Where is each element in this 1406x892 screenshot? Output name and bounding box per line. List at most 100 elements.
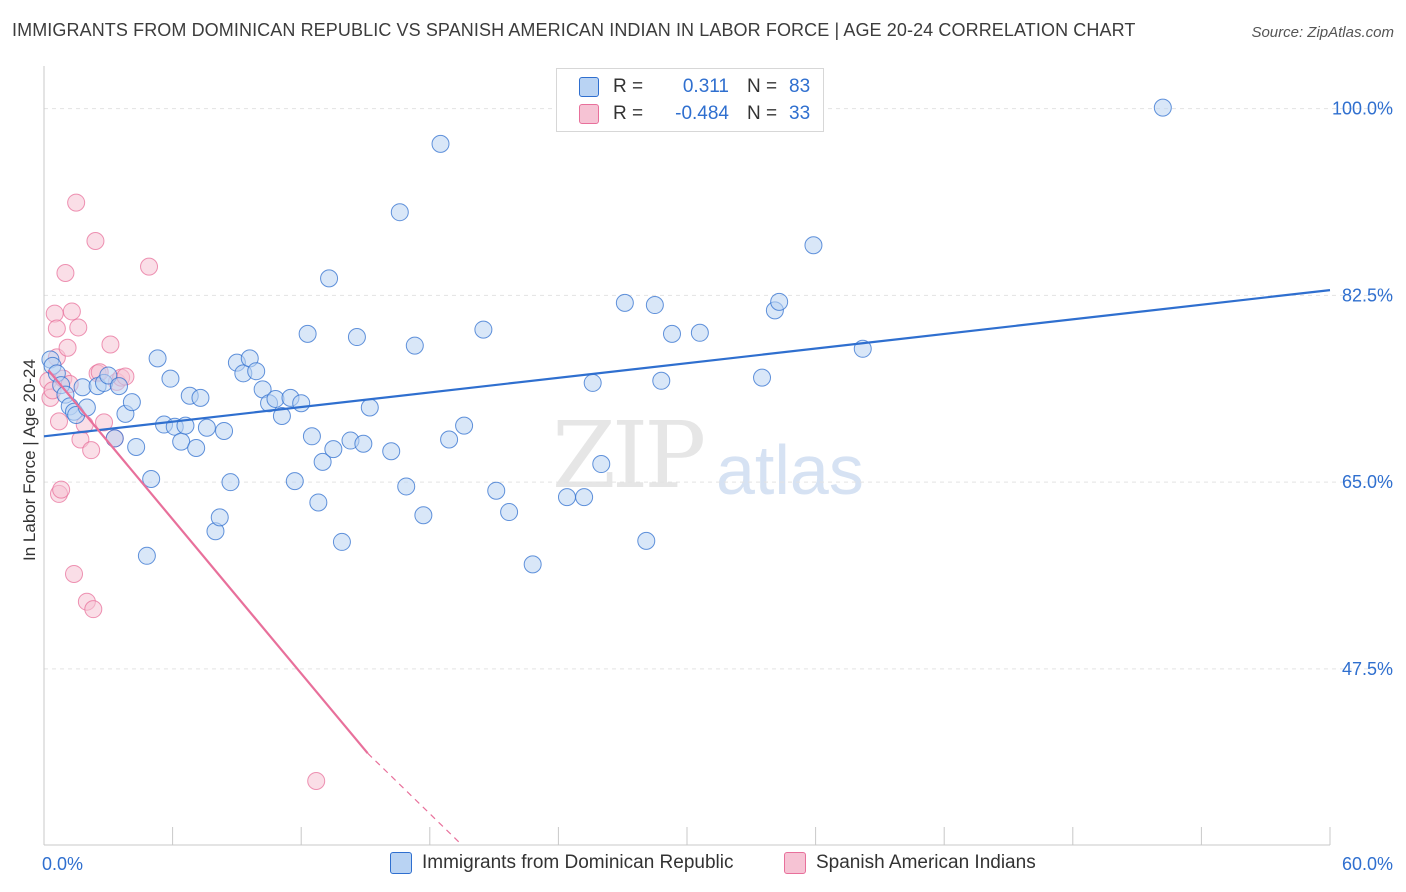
data-point <box>161 369 180 388</box>
data-point <box>95 413 114 432</box>
data-point <box>1153 98 1172 117</box>
data-point <box>414 506 433 525</box>
data-point <box>557 488 576 507</box>
chart-title: IMMIGRANTS FROM DOMINICAN REPUBLIC VS SP… <box>12 20 1136 40</box>
data-point <box>652 371 671 390</box>
data-point <box>122 393 141 412</box>
series-legend-label: Spanish American Indians <box>816 852 1036 873</box>
legend-r-label: R = <box>613 76 644 97</box>
data-point <box>47 319 66 338</box>
data-point <box>298 324 317 343</box>
data-point <box>69 318 88 337</box>
y-tick-label: 100.0% <box>1332 99 1393 119</box>
data-point <box>753 368 772 387</box>
data-point <box>191 388 210 407</box>
data-point <box>84 600 103 619</box>
data-point <box>405 336 424 355</box>
data-point <box>172 432 191 451</box>
legend-row-dominican: R = 0.311 N = 83 <box>579 74 810 100</box>
data-point <box>62 302 81 321</box>
data-point <box>50 412 69 431</box>
data-point <box>354 434 373 453</box>
grid-lines <box>44 108 1394 670</box>
trend-line-dominican <box>43 289 1331 438</box>
data-point <box>56 264 75 283</box>
data-point <box>272 407 291 426</box>
data-point <box>804 236 823 255</box>
x-tick-label: 0.0% <box>42 854 83 874</box>
series-spanish-american-indians-points <box>39 193 326 790</box>
data-point <box>292 394 311 413</box>
data-point <box>215 421 234 440</box>
trend-line-spanish-american-extension <box>367 752 463 846</box>
data-point <box>247 362 266 381</box>
series-legend-item-dominican: Immigrants from Dominican Republic <box>390 852 734 874</box>
data-point <box>302 427 321 446</box>
axes <box>43 66 1331 846</box>
data-point <box>313 452 332 471</box>
data-point <box>500 503 519 522</box>
legend-r-value: -0.484 <box>675 103 729 124</box>
legend-n-label: N = <box>747 76 778 97</box>
trend-lines <box>43 289 1331 846</box>
series-legend-swatch-pink <box>784 852 806 874</box>
data-point <box>390 203 409 222</box>
data-point <box>347 328 366 347</box>
data-point <box>58 338 77 357</box>
data-point <box>615 293 634 312</box>
data-point <box>99 366 118 385</box>
data-point <box>266 389 285 408</box>
legend-r-label: R = <box>613 103 644 124</box>
data-point <box>309 493 328 512</box>
legend-swatch-pink <box>579 104 599 124</box>
data-point <box>52 480 71 499</box>
x-tick-label: 60.0% <box>1342 854 1393 874</box>
data-point <box>148 349 167 368</box>
data-point <box>197 418 216 437</box>
data-point <box>110 377 129 396</box>
y-axis-label: In Labor Force | Age 20-24 <box>20 359 39 561</box>
series-legend-item-spanish-american: Spanish American Indians <box>784 852 1036 874</box>
data-point <box>140 257 159 276</box>
legend-n-value: 33 <box>789 103 811 124</box>
legend-swatch-blue <box>579 77 599 97</box>
trend-line-spanish-american <box>47 369 369 754</box>
data-point <box>77 398 96 417</box>
data-point <box>440 430 459 449</box>
data-point <box>324 440 343 459</box>
data-point <box>142 469 161 488</box>
data-point <box>73 378 92 397</box>
data-point <box>637 531 656 550</box>
data-point <box>523 555 542 574</box>
data-point <box>690 323 709 342</box>
data-point <box>82 441 101 460</box>
data-point <box>86 232 105 251</box>
legend-row-spanish-american: R = -0.484 N = 33 <box>579 101 810 127</box>
data-point <box>67 193 86 212</box>
data-point <box>210 508 229 527</box>
legend-r-value: 0.311 <box>682 76 729 97</box>
y-tick-label: 82.5% <box>1342 285 1393 305</box>
data-point <box>575 488 594 507</box>
data-point <box>360 398 379 417</box>
data-point <box>487 481 506 500</box>
data-point <box>382 442 401 461</box>
data-point <box>127 437 146 456</box>
y-tick-label: 47.5% <box>1342 659 1393 679</box>
data-point <box>431 134 450 153</box>
data-point <box>307 771 326 790</box>
data-point <box>662 324 681 343</box>
data-point <box>45 304 64 323</box>
y-tick-label: 65.0% <box>1342 472 1393 492</box>
data-point <box>455 416 474 435</box>
correlation-legend: R = 0.311 N = 83 R = -0.484 N = 33 <box>556 68 824 132</box>
series-legend-swatch-blue <box>390 852 412 874</box>
data-point <box>592 455 611 474</box>
tick-labels: 100.0% 82.5% 65.0% 47.5% 0.0% 60.0% <box>42 99 1393 874</box>
data-point <box>332 532 351 551</box>
legend-n-label: N = <box>747 103 778 124</box>
series-legend: Immigrants from Dominican Republic Spani… <box>0 852 1406 878</box>
data-point <box>101 335 120 354</box>
legend-n-value: 83 <box>789 76 811 97</box>
data-point <box>320 269 339 288</box>
